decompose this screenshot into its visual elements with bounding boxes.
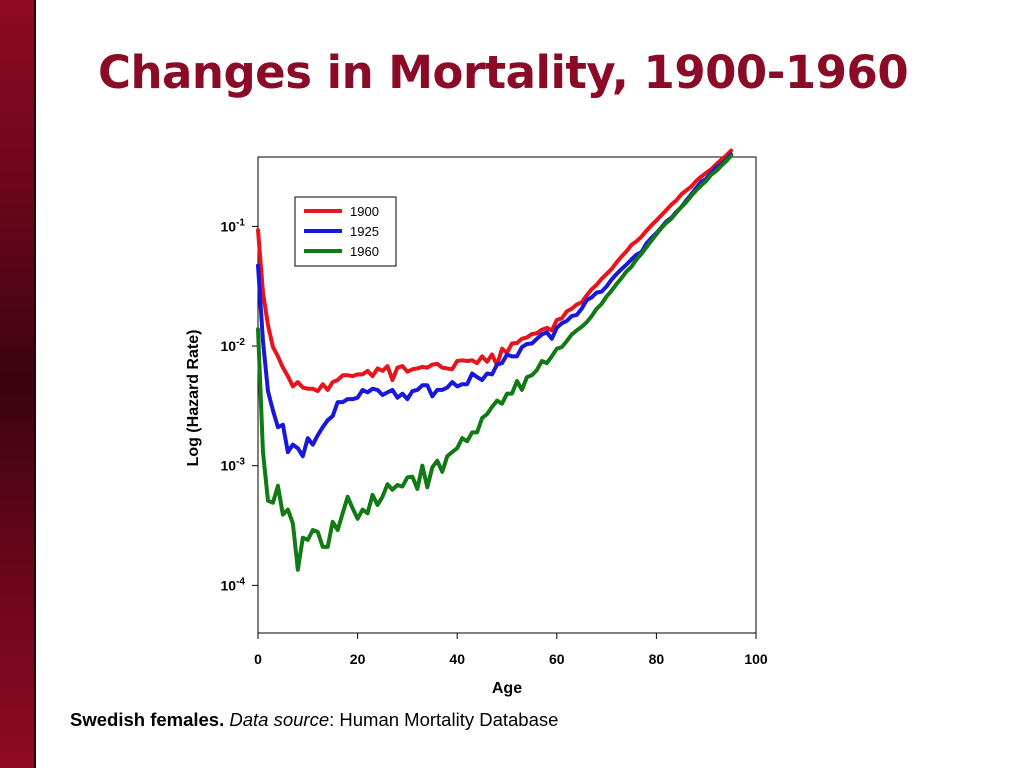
y-tick-exponent: -3: [236, 457, 245, 468]
plot-frame: [257, 156, 757, 634]
legend-label-1925: 1925: [350, 224, 379, 239]
y-tick-label: 10-3: [221, 457, 246, 474]
x-tick-label: 80: [649, 651, 665, 667]
series-line-1900: [256, 148, 734, 394]
caption-bold: Swedish females.: [70, 709, 225, 730]
y-tick-label: 10-1: [221, 217, 246, 234]
side-decoration-edge: [34, 0, 36, 768]
x-axis-label: Age: [492, 680, 522, 697]
y-tick-base: 10: [221, 458, 237, 474]
y-tick-base: 10: [221, 338, 237, 354]
y-tick-exponent: -2: [236, 337, 245, 348]
caption-rest: : Human Mortality Database: [329, 709, 559, 730]
x-tick-label: 60: [549, 651, 565, 667]
legend-label-1900: 1900: [350, 204, 379, 219]
chart-caption: Swedish females. Data source: Human Mort…: [70, 709, 558, 731]
y-tick-base: 10: [221, 577, 237, 593]
legend-label-1960: 1960: [350, 244, 379, 259]
y-tick-exponent: -4: [236, 576, 245, 587]
caption-italic: Data source: [229, 709, 330, 730]
x-tick-label: 20: [350, 651, 366, 667]
y-tick-label: 10-4: [221, 576, 246, 593]
x-tick-label: 0: [254, 651, 262, 667]
legend: 1900 1925 1960: [294, 196, 397, 267]
y-tick-label: 10-2: [221, 337, 246, 354]
y-tick-base: 10: [221, 218, 237, 234]
slide-title: Changes in Mortality, 1900-1960: [98, 46, 909, 99]
x-tick-label: 40: [449, 651, 465, 667]
series-line-1960: [256, 153, 734, 572]
y-axis-label: Log (Hazard Rate): [185, 330, 202, 467]
side-decoration-bar: [0, 0, 34, 768]
x-tick-label: 100: [744, 651, 768, 667]
y-tick-exponent: -1: [236, 217, 245, 228]
